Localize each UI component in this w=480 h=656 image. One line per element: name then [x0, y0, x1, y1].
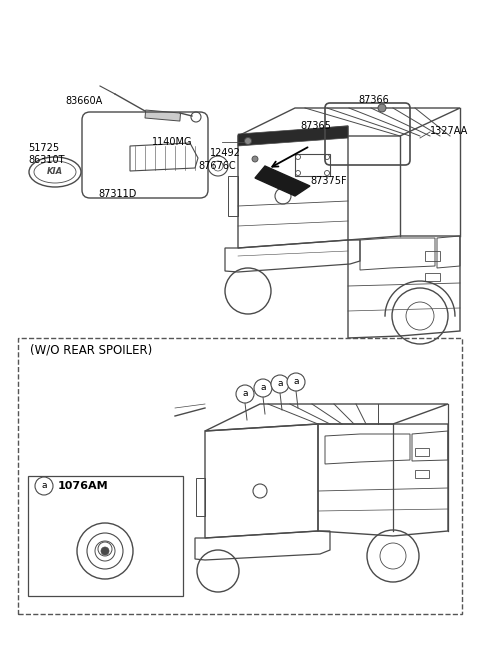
Text: 1327AA: 1327AA [430, 126, 468, 136]
Bar [415, 448, 429, 456]
Bar [415, 470, 429, 478]
Text: 1076AM: 1076AM [58, 481, 108, 491]
Circle shape [35, 477, 53, 495]
Circle shape [378, 104, 386, 112]
Circle shape [271, 375, 289, 393]
Circle shape [101, 547, 109, 555]
Circle shape [244, 138, 252, 144]
Text: 86310T: 86310T [28, 155, 64, 165]
Text: 51725: 51725 [28, 143, 59, 153]
Text: 87365: 87365 [300, 121, 331, 131]
Text: 1140MG: 1140MG [152, 137, 192, 147]
Text: a: a [260, 384, 266, 392]
Circle shape [236, 385, 254, 403]
Text: (W/O REAR SPOILER): (W/O REAR SPOILER) [30, 344, 152, 356]
Bar [145, 110, 180, 121]
Bar [228, 176, 238, 216]
Text: 87375F: 87375F [310, 176, 347, 186]
Polygon shape [255, 166, 310, 196]
Bar [196, 478, 205, 516]
Bar [425, 251, 440, 261]
Text: KIA: KIA [47, 167, 63, 176]
Text: a: a [293, 377, 299, 386]
Text: a: a [277, 380, 283, 388]
Text: a: a [41, 482, 47, 491]
Text: a: a [242, 390, 248, 398]
Bar [18, 338, 462, 614]
Bar [425, 273, 440, 281]
Circle shape [287, 373, 305, 391]
Text: 87366: 87366 [358, 95, 389, 105]
Text: 12492: 12492 [210, 148, 241, 158]
Text: 87311D: 87311D [98, 189, 136, 199]
Circle shape [254, 379, 272, 397]
Polygon shape [238, 126, 348, 146]
Text: 87676C: 87676C [198, 161, 236, 171]
Text: 83660A: 83660A [65, 96, 102, 106]
Circle shape [252, 156, 258, 162]
Bar [28, 476, 183, 596]
